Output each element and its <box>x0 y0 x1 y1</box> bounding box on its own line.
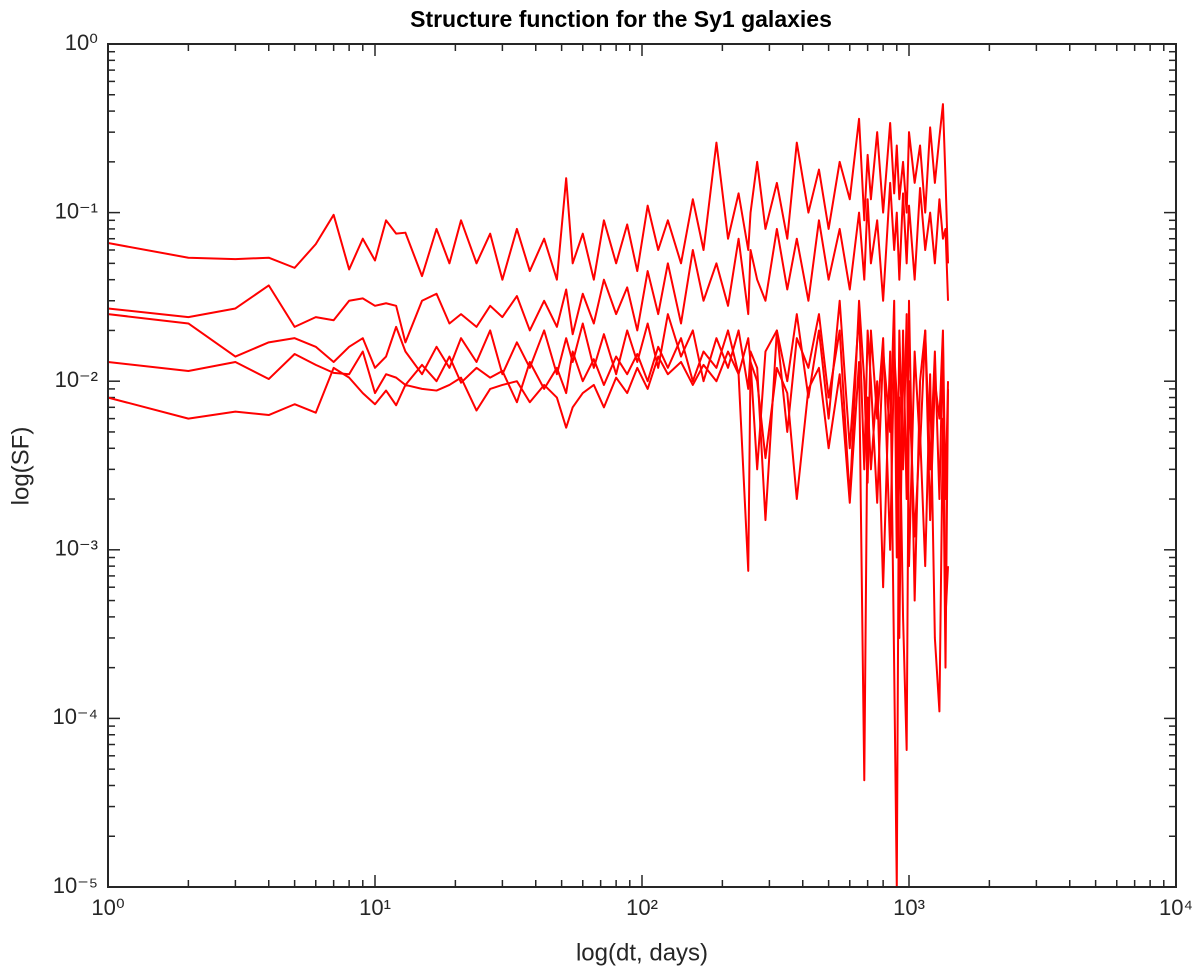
y-tick-label: 10⁻⁴ <box>52 704 98 729</box>
y-tick-label: 10⁻¹ <box>55 198 98 223</box>
y-tick-label: 10⁰ <box>65 30 98 55</box>
x-axis-label: log(dt, days) <box>576 939 708 966</box>
x-tick-label: 10² <box>626 895 658 920</box>
data-line <box>108 350 950 887</box>
x-tick-label: 10¹ <box>359 895 391 920</box>
x-tick-label: 10³ <box>893 895 925 920</box>
plot-area <box>107 43 1177 888</box>
y-tick-label: 10⁻³ <box>55 536 98 561</box>
data-line <box>108 181 950 344</box>
axes-box <box>107 43 1177 888</box>
x-tick-label: 10⁰ <box>91 895 124 920</box>
chart-title: Structure function for the Sy1 galaxies <box>410 6 832 32</box>
x-tick-label: 10⁴ <box>1159 895 1193 920</box>
data-line <box>108 103 950 281</box>
series-group <box>108 103 950 887</box>
y-axis-label: log(SF) <box>7 427 34 506</box>
y-tick-label: 10⁻⁵ <box>53 873 98 898</box>
y-tick-label: 10⁻² <box>55 367 98 392</box>
